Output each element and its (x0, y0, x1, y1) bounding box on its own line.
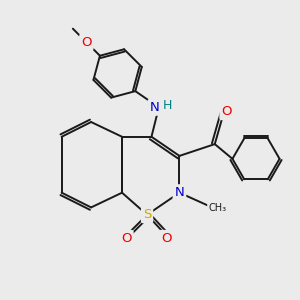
Text: O: O (121, 232, 132, 245)
Text: H: H (163, 99, 172, 112)
Text: O: O (81, 36, 92, 49)
Text: O: O (161, 232, 171, 245)
Text: O: O (221, 105, 232, 118)
Text: CH₃: CH₃ (209, 203, 227, 213)
Text: S: S (143, 208, 151, 221)
Text: N: N (175, 186, 184, 199)
Text: N: N (149, 101, 159, 114)
